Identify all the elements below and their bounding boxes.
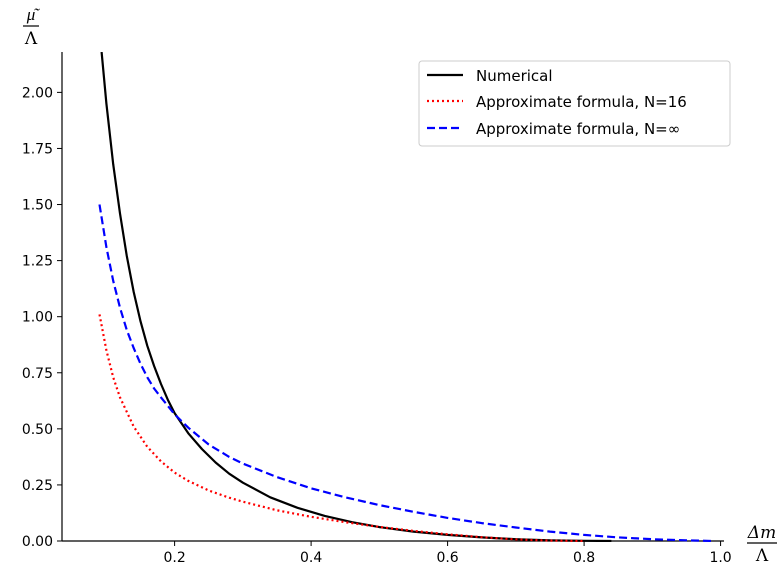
- series-line-2: [98, 204, 714, 542]
- legend-entry-approx-ninf: Approximate formula, N=∞: [427, 120, 680, 138]
- y-tick-label: 1.50: [22, 198, 53, 214]
- y-axis-label-numerator: μ͂: [26, 5, 41, 25]
- y-axis-label: μ͂ Λ: [23, 5, 40, 49]
- legend-label-approx-n16: Approximate formula, N=16: [476, 93, 687, 111]
- x-ticks: 0.2 0.4 0.6 0.8 1.0: [163, 541, 732, 566]
- y-tick-label: 0.50: [22, 422, 53, 438]
- y-tick-label: 2.00: [22, 85, 53, 101]
- series-line-1: [98, 314, 585, 542]
- y-axis-label-denominator: Λ: [24, 29, 38, 49]
- legend-label-approx-ninf: Approximate formula, N=∞: [476, 120, 680, 138]
- y-tick-label: 0.75: [22, 366, 53, 382]
- y-ticks: 0.00 0.25 0.50 0.75 1.00 1.25 1.50 1.75 2.00: [22, 85, 62, 550]
- y-tick-label: 1.75: [22, 141, 53, 157]
- legend-entry-approx-n16: Approximate formula, N=16: [427, 93, 687, 111]
- x-tick-label: 0.4: [300, 550, 322, 566]
- legend-entry-numerical: Numerical: [427, 67, 553, 85]
- y-tick-label: 1.25: [22, 254, 53, 270]
- y-tick-label: 1.00: [22, 310, 53, 326]
- x-tick-label: 1.0: [709, 550, 731, 566]
- x-axis-label-numerator: Δm: [747, 523, 776, 543]
- legend-box: [418, 60, 731, 147]
- y-tick-label: 0.25: [22, 478, 53, 494]
- legend-label-numerical: Numerical: [476, 67, 553, 85]
- series-line-0: [100, 52, 612, 542]
- x-axis-label: Δm Λ: [747, 523, 777, 566]
- x-tick-label: 0.2: [163, 550, 185, 566]
- legend: Numerical Approximate formula, N=16 Appr…: [418, 60, 731, 147]
- x-tick-label: 0.8: [573, 550, 595, 566]
- series-layer: [98, 52, 714, 542]
- x-tick-label: 0.6: [436, 550, 458, 566]
- x-axis-label-denominator: Λ: [755, 546, 769, 566]
- y-tick-label: 0.00: [22, 534, 53, 550]
